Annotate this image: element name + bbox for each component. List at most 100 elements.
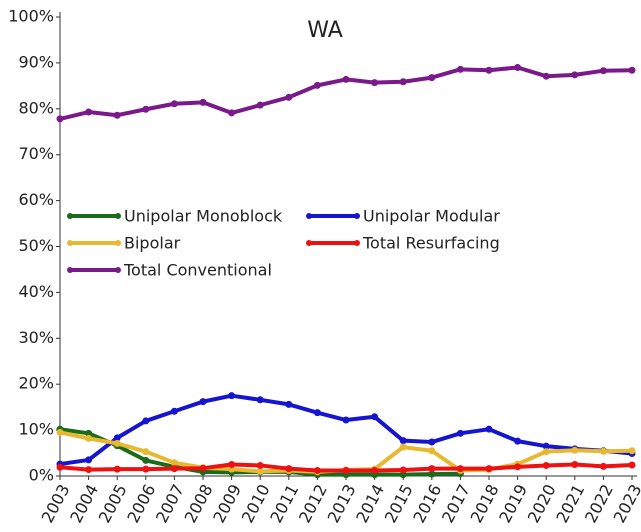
point — [113, 439, 121, 447]
point — [313, 81, 321, 89]
point — [313, 409, 321, 417]
y-tick-label: 20% — [18, 374, 54, 393]
x-tick-label: 2020 — [524, 481, 560, 526]
x-tick-label: 2011 — [266, 481, 302, 526]
x-tick-label: 2013 — [324, 481, 360, 526]
x-tick-label: 2014 — [352, 481, 388, 526]
point — [199, 464, 207, 472]
point — [342, 75, 350, 83]
point — [514, 437, 522, 445]
point — [399, 443, 407, 451]
point — [170, 465, 178, 473]
y-tick-label: 90% — [18, 52, 54, 71]
point — [571, 71, 579, 79]
x-tick-label: 2004 — [66, 481, 102, 526]
y-tick-label: 60% — [18, 190, 54, 209]
point — [599, 447, 607, 455]
point — [199, 398, 207, 406]
point — [456, 65, 464, 73]
point — [456, 429, 464, 437]
point — [285, 93, 293, 101]
point — [542, 461, 550, 469]
point — [399, 437, 407, 445]
point — [542, 442, 550, 450]
legend-label: Bipolar — [124, 234, 181, 253]
point — [371, 79, 379, 87]
point — [170, 407, 178, 415]
point — [113, 111, 121, 119]
legend-marker — [115, 213, 121, 219]
point — [199, 98, 207, 106]
legend-marker — [115, 240, 121, 246]
x-tick-label: 2022 — [581, 481, 617, 526]
x-tick-label: 2012 — [295, 481, 331, 526]
point — [571, 461, 579, 469]
point — [628, 461, 636, 469]
point — [56, 428, 64, 436]
x-tick-label: 2006 — [123, 481, 159, 526]
point — [399, 78, 407, 86]
point — [485, 66, 493, 74]
y-tick-label: 50% — [18, 236, 54, 255]
y-tick-label: 70% — [18, 144, 54, 163]
point — [514, 63, 522, 71]
x-tick-label: 2017 — [438, 481, 474, 526]
y-tick-label: 80% — [18, 98, 54, 117]
x-tick-label: 2016 — [409, 481, 445, 526]
x-tick-label: 2005 — [95, 481, 131, 526]
point — [85, 456, 93, 464]
point — [85, 434, 93, 442]
legend-marker — [306, 213, 312, 219]
y-tick-label: 10% — [18, 420, 54, 439]
legend-marker — [354, 213, 360, 219]
legend-label: Unipolar Modular — [363, 207, 500, 226]
x-tick-label: 2003 — [38, 481, 74, 526]
legend-label: Total Resurfacing — [362, 234, 500, 253]
legend-marker — [67, 267, 73, 273]
point — [428, 438, 436, 446]
point — [142, 105, 150, 113]
point — [285, 400, 293, 408]
y-tick-label: 40% — [18, 282, 54, 301]
legend-label: Total Conventional — [123, 261, 272, 280]
point — [256, 101, 264, 109]
x-tick-label: 2010 — [238, 481, 274, 526]
legend-marker — [354, 240, 360, 246]
point — [85, 108, 93, 116]
point — [142, 417, 150, 425]
point — [542, 448, 550, 456]
x-tick-label: 2008 — [181, 481, 217, 526]
point — [170, 100, 178, 108]
point — [85, 466, 93, 474]
legend-marker — [67, 213, 73, 219]
point — [428, 470, 436, 478]
point — [371, 413, 379, 421]
point — [142, 465, 150, 473]
point — [313, 466, 321, 474]
x-tick-label: 2009 — [209, 481, 245, 526]
point — [142, 448, 150, 456]
point — [428, 74, 436, 82]
legend-marker — [67, 240, 73, 246]
point — [342, 416, 350, 424]
x-tick-label: 2007 — [152, 481, 188, 526]
x-tick-label: 2015 — [381, 481, 417, 526]
point — [542, 72, 550, 80]
y-tick-label: 0% — [29, 466, 54, 485]
point — [628, 447, 636, 455]
y-tick-label: 30% — [18, 328, 54, 347]
point — [342, 466, 350, 474]
point — [256, 396, 264, 404]
point — [228, 109, 236, 117]
chart-title: WA — [307, 18, 343, 43]
x-tick-label: 2018 — [467, 481, 503, 526]
x-tick-label: 2021 — [552, 481, 588, 526]
x-tick-label: 2023 — [610, 481, 641, 526]
point — [571, 446, 579, 454]
point — [113, 465, 121, 473]
point — [170, 459, 178, 467]
point — [228, 392, 236, 400]
point — [256, 467, 264, 475]
x-tick-label: 2019 — [495, 481, 531, 526]
